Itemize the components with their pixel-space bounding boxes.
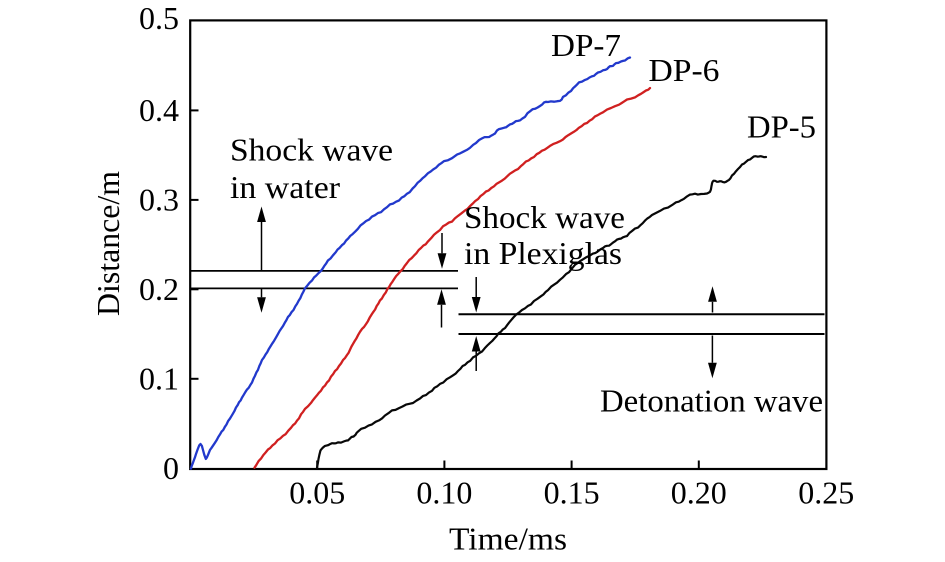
svg-text:0.05: 0.05 <box>289 475 345 511</box>
svg-text:in water: in water <box>230 169 340 205</box>
svg-text:DP-5: DP-5 <box>747 109 816 145</box>
svg-text:Shock wave: Shock wave <box>230 132 393 168</box>
svg-text:0.25: 0.25 <box>798 475 854 511</box>
svg-text:0.3: 0.3 <box>139 182 179 218</box>
svg-text:0: 0 <box>163 450 179 486</box>
svg-text:0.5: 0.5 <box>139 0 179 36</box>
svg-text:0.1: 0.1 <box>139 360 179 396</box>
svg-text:Detonation wave: Detonation wave <box>600 383 823 419</box>
svg-text:in Plexiglas: in Plexiglas <box>464 235 622 271</box>
svg-text:DP-6: DP-6 <box>649 52 720 88</box>
svg-text:0.10: 0.10 <box>416 475 472 511</box>
svg-text:0.2: 0.2 <box>139 271 179 307</box>
svg-text:0.15: 0.15 <box>544 475 600 511</box>
svg-text:0.4: 0.4 <box>139 92 179 128</box>
svg-text:Time/ms: Time/ms <box>449 521 567 557</box>
svg-text:Shock wave: Shock wave <box>464 199 625 235</box>
svg-text:Distance/m: Distance/m <box>90 171 126 316</box>
svg-text:DP-7: DP-7 <box>551 27 621 63</box>
svg-text:0.20: 0.20 <box>671 475 727 511</box>
